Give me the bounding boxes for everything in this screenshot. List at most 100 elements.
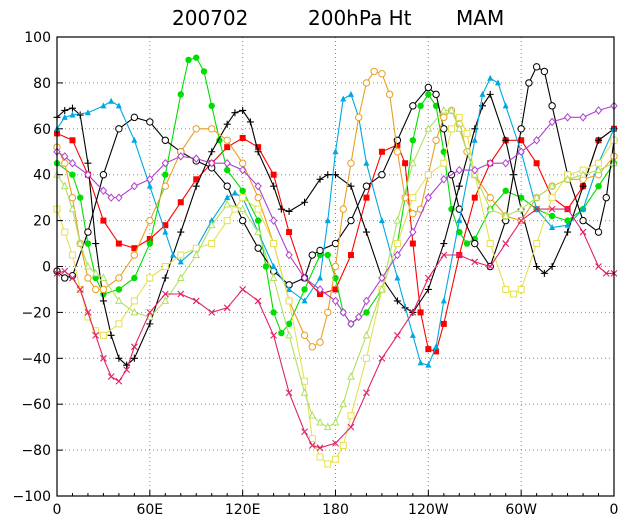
data-point <box>486 240 494 248</box>
data-point <box>254 227 262 236</box>
data-point <box>595 136 603 144</box>
data-point <box>223 199 232 208</box>
data-point <box>317 274 324 281</box>
data-point <box>432 90 440 99</box>
data-point <box>223 217 231 225</box>
data-point <box>455 182 463 190</box>
data-point <box>316 175 324 183</box>
data-point <box>146 309 154 316</box>
data-point <box>254 181 262 191</box>
data-point <box>130 307 139 316</box>
data-point <box>100 217 107 224</box>
data-point <box>131 245 138 252</box>
data-point <box>502 136 510 144</box>
data-point <box>146 240 154 247</box>
data-point <box>393 240 401 248</box>
data-point <box>239 165 247 175</box>
data-point <box>324 171 332 179</box>
data-point <box>463 129 471 137</box>
data-point <box>393 215 402 224</box>
data-point <box>76 111 84 119</box>
data-point <box>270 309 277 316</box>
data-point <box>440 148 448 155</box>
data-point <box>238 204 247 213</box>
data-point <box>316 444 324 452</box>
data-point <box>417 309 424 316</box>
data-point <box>409 210 417 218</box>
data-point <box>548 205 556 213</box>
data-point <box>61 159 69 167</box>
data-point <box>316 453 324 461</box>
data-point <box>254 148 262 156</box>
data-point <box>130 113 139 122</box>
data-point <box>177 228 185 236</box>
data-point <box>192 182 200 190</box>
data-point <box>146 235 153 242</box>
chart-title: 200702 200hPa Ht MAM <box>172 6 504 30</box>
data-point <box>378 273 386 283</box>
data-point <box>378 148 385 155</box>
data-point <box>548 117 556 127</box>
data-point <box>432 136 440 144</box>
data-point <box>61 274 69 282</box>
data-point <box>68 251 76 259</box>
y-tick-label: −60 <box>21 397 51 413</box>
data-point <box>115 193 123 202</box>
data-point <box>239 194 247 202</box>
data-point <box>332 148 339 155</box>
data-point <box>393 148 402 156</box>
data-point <box>61 113 68 120</box>
data-point <box>594 228 603 236</box>
data-point <box>409 158 417 167</box>
data-point <box>424 285 432 293</box>
data-point <box>115 125 123 133</box>
data-point <box>300 388 309 396</box>
data-point <box>92 331 100 339</box>
data-point <box>549 223 556 230</box>
y-tick-label: 60 <box>33 122 51 138</box>
data-point <box>170 251 177 258</box>
data-point <box>378 217 385 224</box>
y-tick-label: 100 <box>24 30 51 46</box>
data-point <box>486 90 494 98</box>
data-point <box>286 229 293 236</box>
data-point <box>161 136 170 144</box>
data-point <box>270 171 277 178</box>
data-point <box>61 152 69 161</box>
data-point <box>331 262 340 271</box>
data-point <box>208 217 215 224</box>
data-point <box>548 102 556 110</box>
data-point <box>486 158 494 168</box>
y-tick-label: −100 <box>13 489 51 505</box>
data-point <box>162 171 169 178</box>
data-point <box>424 124 433 132</box>
data-point <box>76 286 84 293</box>
data-point <box>130 251 139 259</box>
data-point <box>269 216 278 225</box>
data-point <box>347 412 355 420</box>
data-point <box>254 244 262 252</box>
data-point <box>595 159 603 167</box>
data-point <box>486 204 495 213</box>
data-point <box>161 296 170 304</box>
data-point <box>540 67 549 76</box>
data-point <box>223 158 231 168</box>
y-tick-label: 20 <box>33 214 51 230</box>
data-point <box>131 136 138 143</box>
data-point <box>300 273 309 283</box>
data-point <box>208 125 216 133</box>
data-point <box>332 286 339 293</box>
data-point <box>455 251 463 259</box>
data-point <box>192 154 200 163</box>
data-point <box>162 222 169 229</box>
data-point <box>301 428 308 436</box>
data-point <box>84 109 91 116</box>
data-point <box>69 111 76 118</box>
data-point <box>533 205 541 213</box>
data-point <box>339 308 347 317</box>
data-point <box>440 240 448 248</box>
data-point <box>425 346 432 353</box>
data-point <box>579 182 587 190</box>
data-point <box>455 124 464 132</box>
data-point <box>316 246 324 255</box>
